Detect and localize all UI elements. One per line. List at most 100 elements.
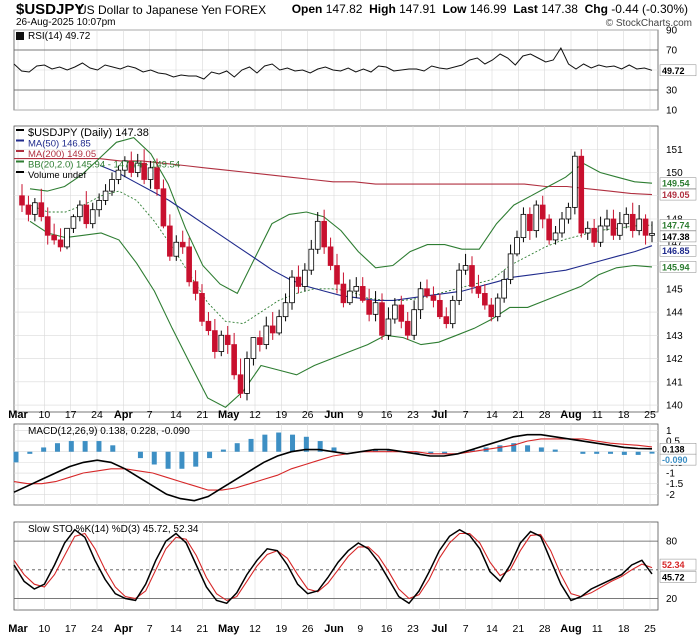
macd-histogram-bar bbox=[649, 451, 655, 454]
x-axis-label: 26 bbox=[302, 409, 314, 421]
macd-ytick-label: -2 bbox=[666, 490, 675, 501]
candle-body bbox=[122, 160, 128, 171]
candle-body bbox=[96, 200, 102, 211]
macd-histogram-bar bbox=[207, 451, 213, 459]
candle-body bbox=[417, 288, 424, 311]
candle-body bbox=[25, 204, 32, 215]
low-value: 146.99 bbox=[469, 2, 507, 16]
macd-title: MACD(12,26,9) 0.138, 0.228, -0.090 bbox=[28, 426, 190, 437]
price-ytick-label: 147 bbox=[666, 238, 683, 249]
bb-lower-tag: 145.94 bbox=[662, 262, 690, 272]
x-axis-label: Mar bbox=[8, 623, 28, 635]
candle-body bbox=[584, 227, 591, 234]
candle-body bbox=[437, 299, 443, 318]
candle-body bbox=[469, 265, 475, 287]
price-legend-entry: $USDJPY (Daily) 147.38 bbox=[28, 127, 149, 139]
candle-body bbox=[347, 290, 353, 304]
chg-value: -0.44 (-0.30%) bbox=[611, 2, 688, 16]
x-axis-label: Jul bbox=[431, 623, 447, 635]
candle-body bbox=[372, 302, 379, 315]
x-axis-label: 14 bbox=[170, 409, 182, 421]
candle-body bbox=[302, 269, 308, 287]
candle-body bbox=[77, 204, 83, 218]
exchange-name: FOREX bbox=[224, 3, 267, 17]
x-axis-label: Mar bbox=[8, 409, 28, 421]
chart-header: $USDJPY US Dollar to Japanese Yen FOREX … bbox=[0, 0, 700, 29]
x-axis-label: Apr bbox=[114, 623, 134, 635]
candle-body bbox=[327, 246, 334, 266]
macd-histogram-bar bbox=[41, 447, 47, 452]
x-axis-label: 7 bbox=[147, 623, 153, 635]
rsi-ytick-label: 10 bbox=[666, 106, 678, 117]
candle-body bbox=[578, 155, 585, 234]
macd-frame bbox=[13, 423, 659, 506]
candle-body bbox=[591, 227, 597, 243]
candle-body bbox=[552, 232, 559, 241]
candle-body bbox=[263, 325, 270, 345]
candle-body bbox=[353, 286, 360, 292]
x-axis-label: 21 bbox=[196, 409, 208, 421]
candle-body bbox=[385, 318, 392, 336]
candle-body bbox=[57, 239, 64, 248]
candle-body bbox=[379, 302, 385, 336]
x-axis-label: 19 bbox=[275, 623, 287, 635]
macd-histogram-bar bbox=[303, 436, 309, 452]
candle-body bbox=[617, 223, 623, 236]
candle-body bbox=[430, 295, 437, 301]
x-axis-label: Jun bbox=[324, 409, 344, 421]
candle-body bbox=[539, 204, 546, 220]
candle-body bbox=[340, 283, 347, 304]
candle-body bbox=[192, 281, 199, 294]
macd-histogram-bar bbox=[552, 449, 558, 452]
candle-body bbox=[32, 202, 38, 215]
x-axis-label: 23 bbox=[407, 409, 419, 421]
x-axis-label: 11 bbox=[592, 409, 603, 421]
price-legend-entry: MA(50) 146.85 bbox=[28, 139, 91, 150]
candle-body bbox=[257, 337, 263, 345]
candle-body bbox=[424, 288, 430, 297]
price-legend-entry: BB(20,2.0) 145.94 - 147.74 - 149.54 bbox=[28, 160, 180, 171]
x-axis-label: 10 bbox=[38, 623, 50, 635]
macd-hist-tag: -0.090 bbox=[662, 455, 688, 465]
candle-body bbox=[212, 330, 218, 352]
x-axis-label: 18 bbox=[618, 409, 630, 421]
macd-histogram-bar bbox=[248, 438, 254, 452]
x-axis-label: 25 bbox=[644, 623, 656, 635]
macd-histogram-bar bbox=[608, 451, 614, 454]
macd-histogram-bar bbox=[317, 441, 323, 452]
stockcharts-credit: © StockCharts.com bbox=[605, 18, 692, 29]
x-axis-label: 21 bbox=[512, 623, 524, 635]
bb-upper-tag: 149.54 bbox=[662, 179, 690, 189]
candle-body bbox=[482, 293, 488, 306]
rsi-line bbox=[13, 46, 653, 80]
x-axis-label: 26 bbox=[302, 623, 314, 635]
high-label: High bbox=[369, 2, 396, 16]
candle-body bbox=[244, 358, 250, 394]
price-legend-swatch bbox=[16, 160, 24, 163]
macd-last-tag: 0.138 bbox=[662, 444, 685, 454]
macd-histogram-bar bbox=[621, 451, 627, 455]
price-ytick-label: 142 bbox=[666, 354, 683, 365]
rsi-ytick-label: 90 bbox=[666, 26, 678, 37]
macd-histogram-bar bbox=[428, 451, 434, 454]
price-legend-swatch bbox=[16, 150, 24, 152]
candle-body bbox=[514, 237, 520, 255]
price-legend-swatch bbox=[16, 129, 24, 131]
x-axis-label: 17 bbox=[65, 409, 77, 421]
macd-histogram-bar bbox=[13, 451, 19, 463]
price-ytick-label: 151 bbox=[666, 145, 683, 156]
sto-k-tag: 45.72 bbox=[662, 572, 685, 582]
macd-histogram-bar bbox=[414, 451, 420, 454]
candle-body bbox=[398, 304, 405, 322]
candle-body bbox=[334, 265, 340, 285]
candle-body bbox=[115, 169, 122, 180]
macd-histogram-bar bbox=[580, 451, 586, 454]
macd-histogram-bar bbox=[179, 451, 185, 469]
bb-lower-tag-box bbox=[659, 261, 697, 273]
x-axis-label: 28 bbox=[539, 623, 551, 635]
candle-body bbox=[636, 218, 642, 232]
sto-k-tag-box bbox=[659, 571, 697, 583]
candle-body bbox=[488, 304, 495, 318]
x-axis-label: 21 bbox=[196, 623, 208, 635]
candle-body bbox=[507, 253, 514, 280]
